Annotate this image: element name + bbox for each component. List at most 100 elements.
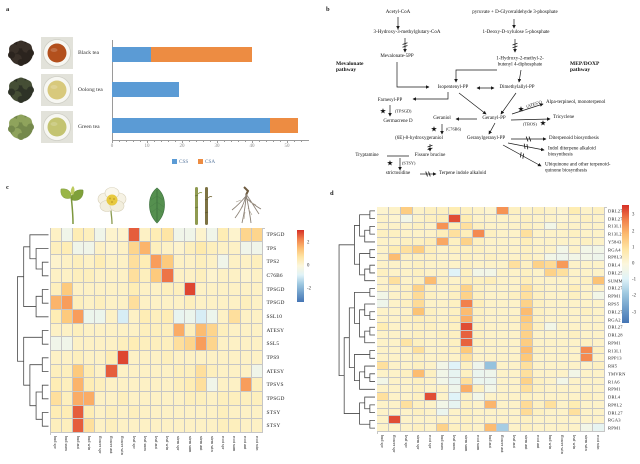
heatmap-cell: [437, 238, 449, 246]
heatmap-row-label: TPSGD: [266, 395, 285, 402]
heatmap-cell: [569, 393, 581, 401]
heatmap-cell: [581, 207, 593, 215]
bar-segment: [112, 47, 151, 62]
heatmap-cell: [509, 416, 521, 425]
heatmap-cell: [557, 362, 569, 370]
heatmap-cell: [413, 253, 425, 262]
heatmap-cell: [84, 351, 96, 365]
heatmap-cell: [497, 284, 509, 293]
heatmap-cell: [581, 408, 593, 417]
heatmap-cell: [106, 405, 118, 420]
heatmap-cell: [581, 245, 593, 254]
heatmap-cell: [485, 276, 497, 285]
heatmap-cell: [162, 419, 174, 433]
heatmap-cell: [377, 346, 389, 355]
heatmap-cell: [377, 338, 389, 347]
heatmap-col-label: root aut: [536, 434, 542, 448]
heatmap-cell: [461, 315, 473, 324]
heatmap-cell: [425, 276, 437, 285]
heatmap-cell: [377, 385, 389, 394]
heatmap-cell: [251, 419, 263, 433]
heatmap-cell: [521, 354, 533, 363]
heatmap-row-label: TPSVS: [266, 382, 284, 389]
heatmap-cell: [151, 269, 163, 283]
heatmap-cell: [401, 300, 413, 308]
heatmap-cell: [117, 269, 129, 283]
heatmap-cell: [521, 222, 533, 231]
heatmap-cell: [533, 253, 545, 262]
heatmap-cell: [401, 315, 413, 324]
heatmap-cell: [50, 323, 62, 338]
heatmap-cell: [473, 362, 485, 370]
heatmap-cell: [229, 419, 241, 433]
heatmap-cell: [229, 228, 241, 242]
colorbar-tick-label: 0: [307, 263, 310, 269]
bud-icon: [56, 186, 90, 226]
heatmap-col-label: leaf sum: [142, 435, 148, 451]
heatmap-cell: [72, 419, 85, 433]
heatmap-cell: [497, 362, 509, 370]
heatmap-cell: [139, 364, 152, 379]
heatmap-cell: [84, 310, 96, 324]
heatmap-cell: [437, 369, 449, 378]
heatmap-cell: [569, 207, 581, 215]
heatmap-cell: [569, 245, 581, 254]
heatmap-row-label: RP8L3: [608, 254, 623, 260]
heatmap-row-label: Y5843: [608, 239, 622, 245]
heatmap-cell: [521, 276, 533, 285]
heatmap-cell: [251, 296, 263, 310]
heatmap-cell: [72, 282, 85, 297]
heatmap-cell: [72, 255, 85, 269]
heatmap-cell: [240, 228, 252, 242]
heatmap-cell: [389, 269, 401, 277]
heatmap-row-label: DRL27: [608, 324, 623, 330]
heatmap-cell: [473, 346, 485, 355]
heatmap-cell: [377, 393, 389, 401]
heatmap-cell: [218, 310, 230, 324]
heatmap-cell: [461, 331, 473, 339]
heatmap-cell: [207, 296, 219, 310]
heatmap-cell: [497, 354, 509, 363]
heatmap-cell: [151, 228, 163, 242]
axis-tick-mark: [231, 140, 232, 142]
axis-tick-mark: [133, 140, 134, 142]
heatmap-cell: [401, 331, 413, 339]
heatmap-cell: [545, 331, 557, 339]
colorbar-tick-label: 1: [632, 245, 635, 251]
axis-tick-mark: [203, 140, 204, 142]
heatmap-cell: [195, 351, 208, 365]
heatmap-cell: [106, 282, 118, 297]
heatmap-cell: [521, 331, 533, 339]
heatmap-cell: [251, 269, 263, 283]
heatmap-cell: [521, 346, 533, 355]
heatmap-cell: [413, 207, 425, 215]
heatmap-cell: [151, 337, 163, 351]
heatmap-cell: [401, 269, 413, 277]
heatmap-cell: [184, 296, 196, 310]
heatmap-cell: [61, 241, 73, 256]
heatmap-cell: [497, 245, 509, 254]
heatmap-cell: [117, 282, 129, 297]
heatmap-cell: [557, 346, 569, 355]
heatmap-cell: [545, 292, 557, 301]
heatmap-cell: [569, 323, 581, 332]
heatmap-cell: [162, 337, 174, 351]
heatmap-col-label: leaf spr: [131, 435, 137, 449]
heatmap-cell: [106, 296, 118, 310]
heatmap-cell: [240, 351, 252, 365]
heatmap-cell: [509, 377, 521, 386]
heatmap-cell: [569, 292, 581, 301]
heatmap-cell: [401, 207, 413, 215]
heatmap-cell: [593, 276, 605, 285]
heatmap-cell: [117, 323, 129, 338]
heatmap-cell: [377, 315, 389, 324]
heatmap-cell: [581, 276, 593, 285]
heatmap-cell: [581, 323, 593, 332]
x-axis-tick-label: 30: [214, 144, 220, 149]
axis-tick-mark: [126, 140, 127, 142]
heatmap-cell: [485, 338, 497, 347]
heatmap-cell: [151, 296, 163, 310]
heatmap-cell: [240, 310, 252, 324]
heatmap-cell: [84, 228, 96, 242]
heatmap-cell: [207, 269, 219, 283]
